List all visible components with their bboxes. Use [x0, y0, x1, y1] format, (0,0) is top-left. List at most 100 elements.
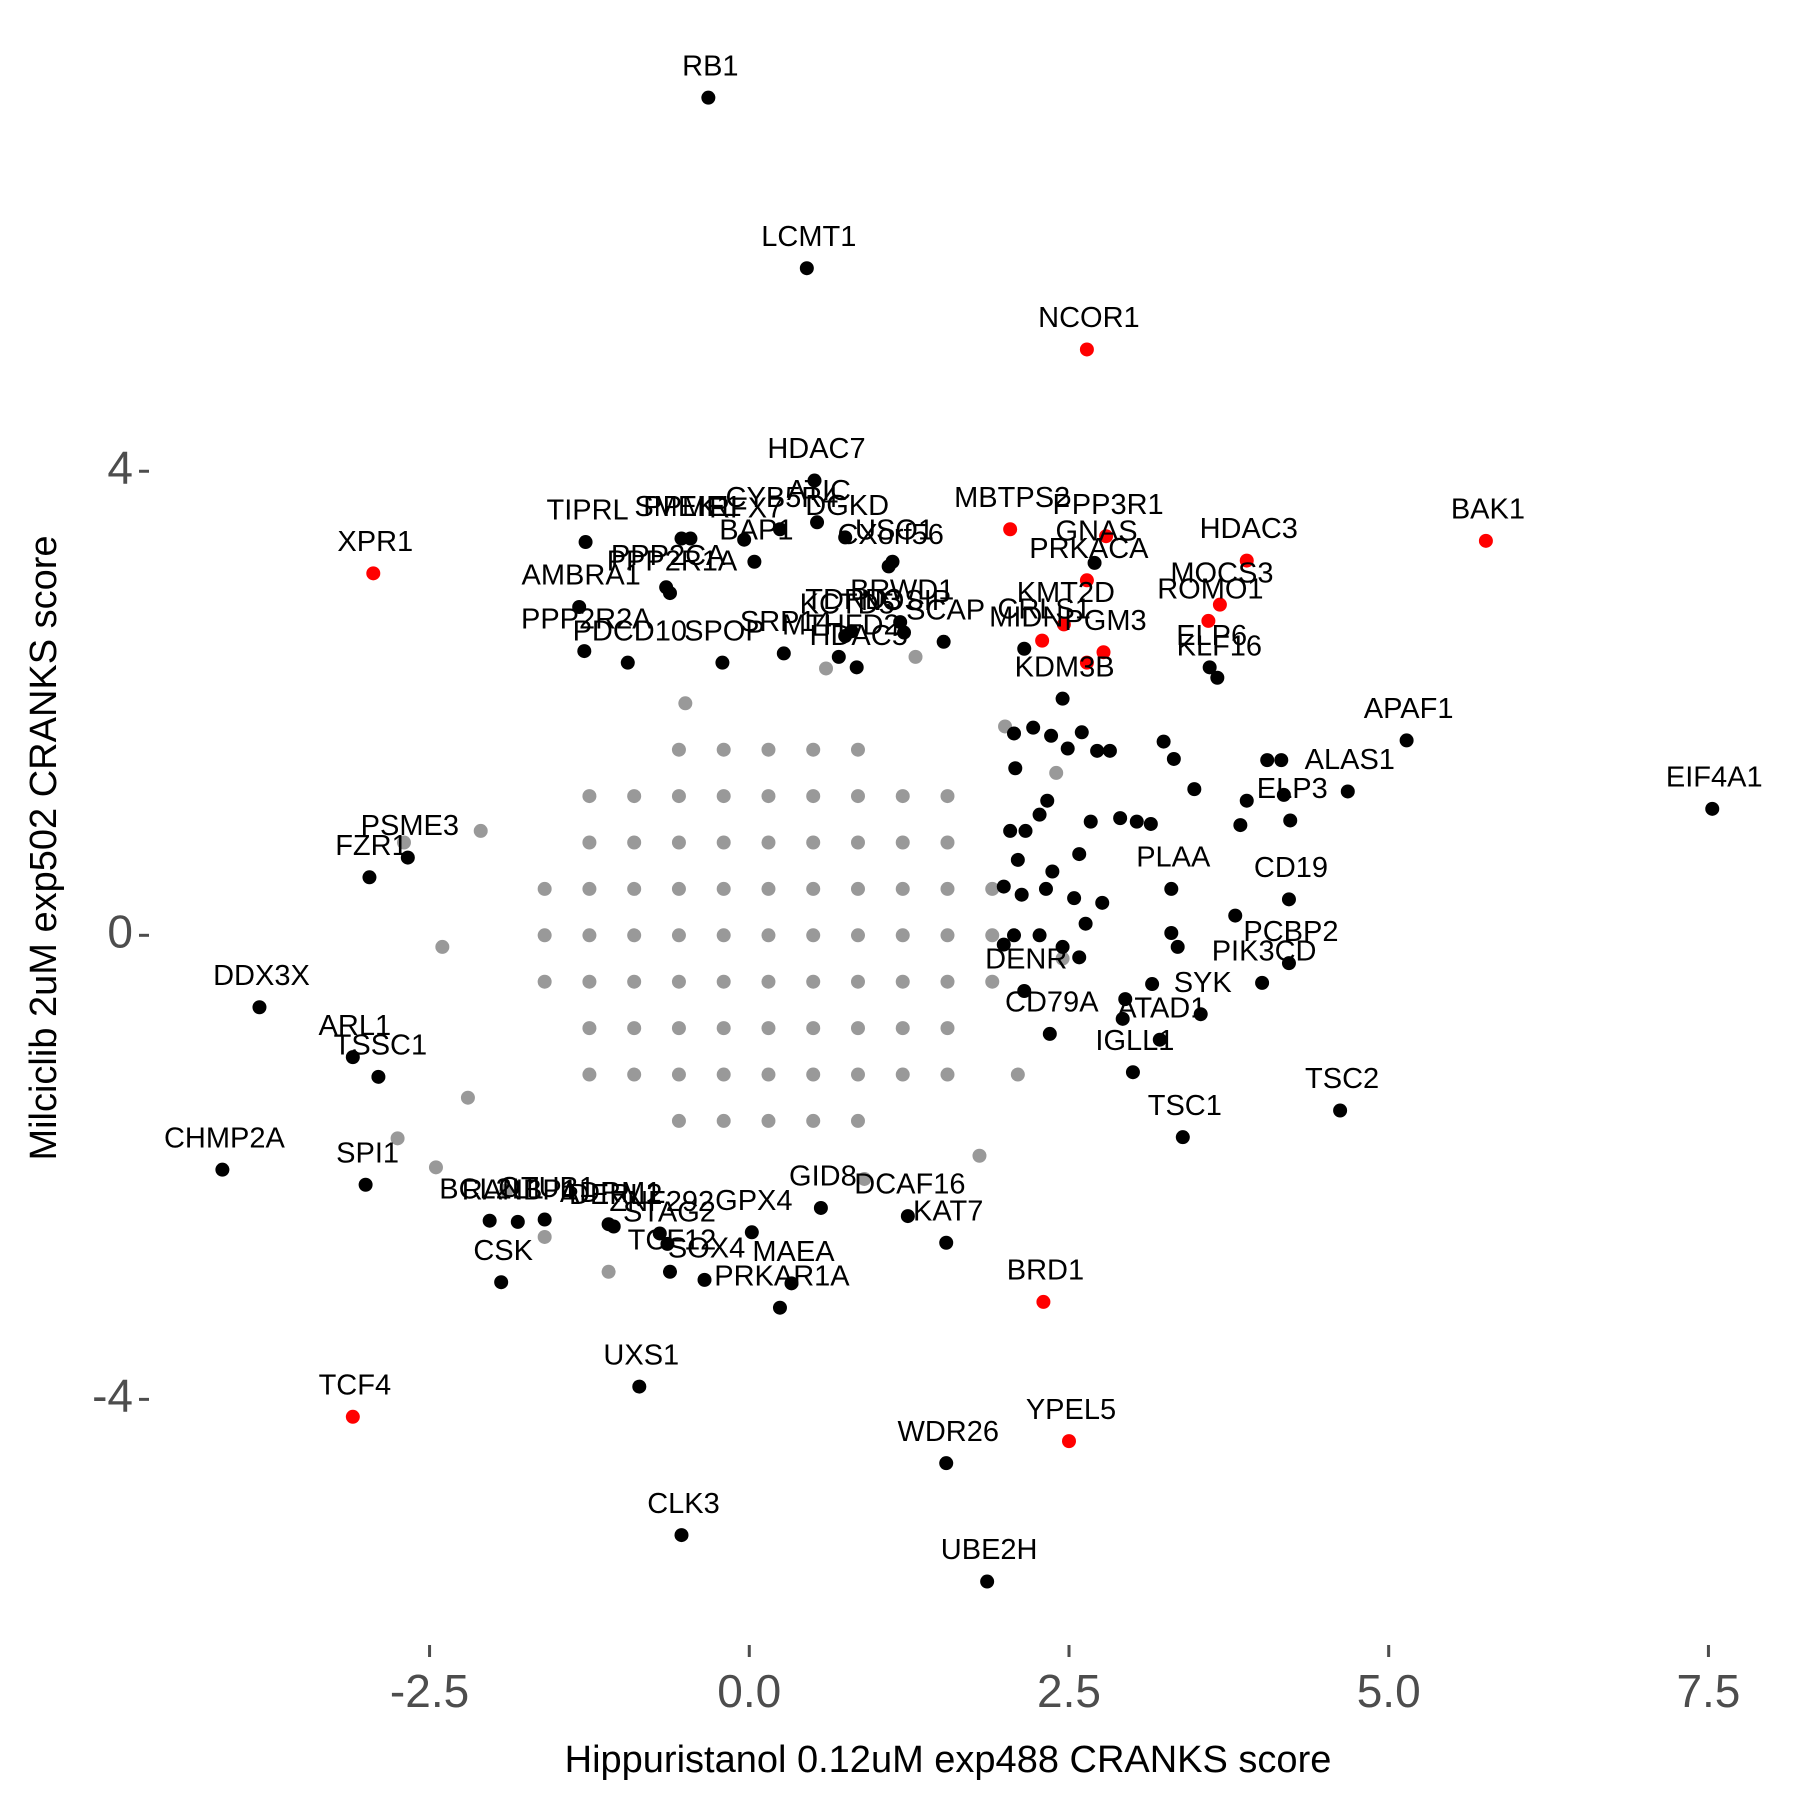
point: [1010, 1067, 1025, 1082]
point: [582, 1021, 597, 1036]
point: [1210, 670, 1225, 685]
point: [1045, 864, 1060, 879]
point: [1087, 555, 1102, 570]
point-label: BAP1: [719, 514, 793, 546]
point: [838, 530, 853, 545]
point: [857, 1171, 872, 1186]
point: [1156, 734, 1171, 749]
point-label: ELP6: [1176, 620, 1247, 652]
point: [1099, 529, 1114, 544]
point: [662, 1264, 677, 1279]
point: [482, 1213, 497, 1228]
point: [784, 1276, 799, 1291]
point: [806, 928, 821, 943]
point: [671, 881, 686, 896]
point-label: ARL1: [319, 1010, 392, 1042]
point-label: PPME1: [643, 491, 741, 523]
point: [671, 835, 686, 850]
x-tick-label: -2.5: [390, 1665, 469, 1717]
point: [850, 1067, 865, 1082]
point: [850, 835, 865, 850]
point: [761, 1067, 776, 1082]
point: [936, 634, 951, 649]
point: [761, 928, 776, 943]
point: [939, 1456, 954, 1471]
point-label: DGKD: [805, 490, 889, 522]
point: [1143, 816, 1158, 831]
point-label: PGM3: [1064, 605, 1146, 637]
point: [1079, 342, 1094, 357]
point: [761, 789, 776, 804]
point: [1113, 811, 1128, 826]
point: [1233, 818, 1248, 833]
point: [819, 661, 834, 676]
point-label: CHMP2A: [164, 1122, 286, 1154]
point: [671, 1113, 686, 1128]
point: [1038, 881, 1053, 896]
point-label: BRWD1: [850, 575, 954, 607]
point: [799, 261, 814, 276]
point: [1170, 939, 1185, 954]
point: [582, 881, 597, 896]
point-label: KAT7: [913, 1195, 983, 1227]
point-label: XPR1: [337, 526, 413, 558]
point: [1017, 983, 1032, 998]
point: [358, 1177, 373, 1192]
point-label: PDCD10: [573, 615, 687, 647]
point: [510, 1214, 525, 1229]
point: [1239, 793, 1254, 808]
point-label: PIK3CD: [1212, 936, 1317, 968]
y-tick-label: 0: [107, 905, 133, 957]
point: [1083, 814, 1098, 829]
point: [1074, 725, 1089, 740]
point: [1164, 925, 1179, 940]
point: [396, 835, 411, 850]
point-label: NCOR1: [1038, 302, 1140, 334]
point-label: PCBP2: [1243, 916, 1338, 948]
x-tick-label: 5.0: [1357, 1665, 1421, 1717]
point: [813, 1200, 828, 1215]
point: [572, 599, 587, 614]
point: [345, 1050, 360, 1065]
point: [1129, 814, 1144, 829]
point: [1067, 891, 1082, 906]
point: [1145, 977, 1160, 992]
point: [850, 1113, 865, 1128]
point: [537, 881, 552, 896]
point: [940, 1067, 955, 1082]
point-label: RANBP1: [462, 1175, 578, 1207]
point: [1007, 928, 1022, 943]
point: [885, 554, 900, 569]
point: [716, 742, 731, 757]
point-label: HDAC7: [767, 433, 865, 465]
point: [627, 1021, 642, 1036]
point-label: HDAC3: [1200, 513, 1298, 545]
point-label: KDM3B: [1015, 651, 1115, 683]
point: [1274, 753, 1289, 768]
point: [1040, 793, 1055, 808]
point: [366, 566, 381, 581]
point: [1010, 852, 1025, 867]
point: [627, 974, 642, 989]
point: [895, 835, 910, 850]
point: [850, 881, 865, 896]
point: [716, 1113, 731, 1128]
point-label: ELP3: [1257, 773, 1328, 805]
point: [1072, 950, 1087, 965]
point: [1152, 1032, 1167, 1047]
point: [1032, 928, 1047, 943]
point: [895, 789, 910, 804]
point: [940, 974, 955, 989]
point-label: SYK: [1174, 967, 1233, 999]
point-label: APAF1: [1364, 693, 1454, 725]
point: [582, 835, 597, 850]
point-label: PRKAR1A: [714, 1260, 850, 1292]
x-tick-label: 0.0: [717, 1665, 781, 1717]
point: [761, 742, 776, 757]
point: [499, 1183, 514, 1198]
point: [460, 1090, 475, 1105]
point: [1212, 597, 1227, 612]
point: [972, 1148, 987, 1163]
point: [1090, 743, 1105, 758]
point: [1007, 726, 1022, 741]
